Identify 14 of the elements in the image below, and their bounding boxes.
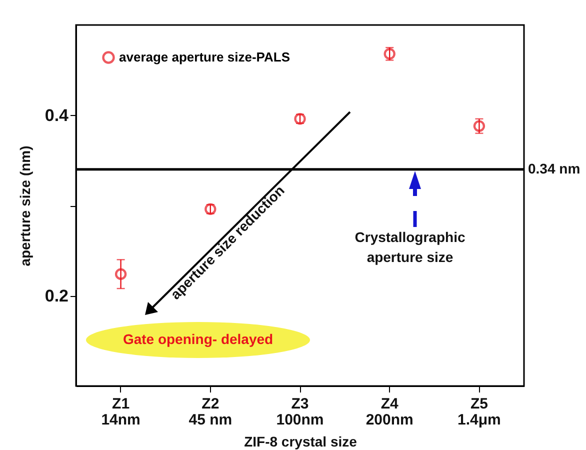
x-tick-label: Z3 100nm (276, 396, 324, 428)
y-axis-title: aperture size (nm) (16, 146, 33, 266)
ref-line-label: 0.34 nm (528, 160, 580, 176)
x-tick-label: Z2 45 nm (188, 396, 232, 428)
y-tick-label: 0.2 (44, 286, 68, 306)
annotation: Gate opening- delayed (122, 331, 274, 347)
x-tick-label: Z1 14nm (101, 396, 140, 428)
y-tick-label: 0.4 (44, 106, 70, 125)
legend-label: average aperture size-PALS (119, 50, 290, 64)
annotation: Crystallographic aperture size (354, 229, 466, 265)
x-tick-label: Z4 200nm (366, 396, 414, 428)
x-tick-label: Z5 1.4μm (458, 396, 501, 428)
point (114, 268, 127, 280)
x-axis-title: ZIF-8 crystal size (244, 434, 358, 450)
